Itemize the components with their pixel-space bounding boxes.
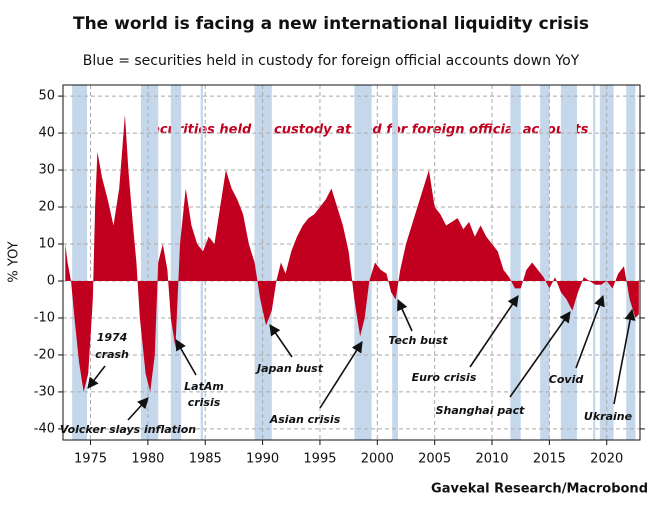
annotation-arrow (87, 365, 106, 389)
x-tick-label: 2020 (590, 452, 623, 467)
y-tick-label: 10 (38, 237, 55, 252)
plot-frame (62, 84, 641, 441)
annotation: Volcker slays inflation (60, 423, 196, 436)
shade-band (592, 85, 596, 440)
annotation: crisis (188, 396, 221, 409)
annotation-arrow (613, 308, 636, 405)
shade-band (392, 85, 398, 440)
shade-band (540, 85, 550, 440)
annotation-arrow (469, 295, 519, 368)
annotation-arrow (509, 311, 571, 398)
x-tick-label: 2005 (418, 452, 451, 467)
y-tick-label: 40 (38, 126, 55, 141)
annotation: Euro crisis (412, 371, 477, 384)
shade-band (626, 85, 636, 440)
y-tick-label: -20 (34, 347, 55, 362)
annotation-arrow (575, 294, 605, 369)
chart-subtitle: Blue = securities held in custody for fo… (83, 53, 580, 69)
annotation-arrow (397, 298, 413, 332)
source: Gavekal Research/Macrobond (431, 482, 648, 497)
annotation: Japan bust (255, 362, 324, 375)
y-tick-label: 50 (38, 89, 55, 104)
y-tick-label: 0 (47, 273, 55, 288)
shade-band (354, 85, 372, 440)
y-tick-label: 30 (38, 163, 55, 178)
annotation-arrow (175, 339, 197, 376)
annotation: crash (95, 348, 129, 361)
annotation: 1974 (97, 331, 128, 344)
y-tick-label: -10 (34, 310, 55, 325)
x-tick-label: 1995 (303, 452, 336, 467)
area (65, 114, 639, 392)
annotation: Tech bust (388, 334, 448, 347)
shade-band (254, 85, 272, 440)
annotation: Covid (549, 373, 584, 386)
y-tick-label: 20 (38, 200, 55, 215)
x-tick-label: 1980 (131, 452, 164, 467)
shade-band (170, 85, 182, 440)
annotation: Ukraine (584, 410, 633, 423)
x-tick-label: 2000 (361, 452, 394, 467)
annotation: Shanghai pact (436, 404, 526, 417)
x-tick-label: 1985 (189, 452, 222, 467)
annotation: Asian crisis (269, 413, 341, 426)
annotation-arrow (269, 324, 293, 358)
annotation-arrow (319, 341, 363, 409)
x-tick-label: 2010 (475, 452, 508, 467)
y-tick-label: -40 (34, 421, 55, 436)
annotation: LatAm (184, 380, 224, 393)
shade-band (510, 85, 521, 440)
y-axis-label: % YOY (7, 241, 22, 282)
x-tick-label: 1990 (246, 452, 279, 467)
chart-title: The world is facing a new international … (73, 14, 589, 34)
x-tick-label: 2015 (533, 452, 566, 467)
annotation-arrow (127, 397, 149, 421)
shade-band (560, 85, 577, 440)
x-tick-label: 1975 (74, 452, 107, 467)
y-tick-label: -30 (34, 384, 55, 399)
